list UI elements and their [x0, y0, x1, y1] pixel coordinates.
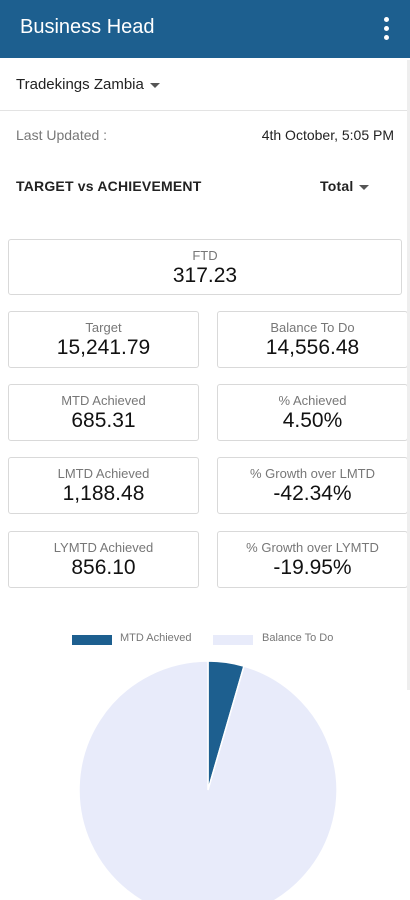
card-pct-achieved: % Achieved 4.50%: [217, 384, 408, 441]
section-header: TARGET vs ACHIEVEMENT: [16, 178, 394, 194]
mtd-label: MTD Achieved: [61, 393, 146, 408]
legend-label-mtd: MTD Achieved: [120, 632, 192, 644]
pct-value: 4.50%: [282, 409, 343, 432]
lymtd-label: LYMTD Achieved: [53, 540, 154, 555]
app-bar: Business Head: [0, 0, 410, 58]
lmtd-label: LMTD Achieved: [57, 466, 150, 481]
app-title: Business Head: [20, 16, 155, 38]
card-mtd-achieved: MTD Achieved 685.31: [8, 384, 199, 441]
card-balance: Balance To Do 14,556.48: [217, 311, 408, 368]
total-dropdown[interactable]: Total: [320, 178, 410, 194]
growth-lmtd-label: % Growth over LMTD: [250, 466, 375, 481]
ftd-label: FTD: [192, 248, 218, 263]
card-ftd: FTD 317.23: [8, 239, 402, 295]
card-lmtd-achieved: LMTD Achieved 1,188.48: [8, 457, 199, 514]
target-value: 15,241.79: [56, 336, 151, 359]
last-updated-value: 4th October, 5:05 PM: [261, 127, 394, 143]
company-selected: Tradekings Zambia: [16, 76, 144, 93]
dropdown-arrow-icon: [359, 184, 370, 190]
card-lymtd-achieved: LYMTD Achieved 856.10: [8, 531, 199, 588]
ftd-value: 317.23: [172, 264, 238, 287]
chart-legend: MTD Achieved Balance To Do: [0, 632, 410, 648]
company-dropdown[interactable]: Tradekings Zambia: [16, 76, 394, 98]
growth-lymtd-value: -19.95%: [273, 556, 352, 579]
scrollbar: [407, 60, 410, 690]
legend-swatch-mtd: [72, 635, 112, 645]
card-target: Target 15,241.79: [8, 311, 199, 368]
balance-label: Balance To Do: [270, 320, 355, 335]
target-label: Target: [85, 320, 122, 335]
dropdown-arrow-icon: [149, 82, 160, 88]
lymtd-value: 856.10: [71, 556, 136, 579]
divider: [0, 110, 410, 111]
lmtd-value: 1,188.48: [62, 482, 145, 505]
total-label: Total: [320, 178, 354, 194]
balance-value: 14,556.48: [265, 336, 360, 359]
more-vertical-icon[interactable]: [376, 15, 398, 43]
last-updated: Last Updated : 4th October, 5:05 PM: [16, 127, 394, 143]
pie-chart: [78, 660, 338, 900]
legend-swatch-balance: [213, 635, 253, 645]
card-growth-lmtd: % Growth over LMTD -42.34%: [217, 457, 408, 514]
pct-label: % Achieved: [278, 393, 347, 408]
mtd-value: 685.31: [71, 409, 136, 432]
growth-lymtd-label: % Growth over LYMTD: [246, 540, 379, 555]
growth-lmtd-value: -42.34%: [273, 482, 352, 505]
section-title: TARGET vs ACHIEVEMENT: [16, 178, 202, 194]
legend-label-balance: Balance To Do: [262, 632, 334, 644]
pie-slice-balance-to-do: [78, 660, 338, 900]
card-growth-lymtd: % Growth over LYMTD -19.95%: [217, 531, 408, 588]
last-updated-label: Last Updated :: [16, 127, 108, 143]
